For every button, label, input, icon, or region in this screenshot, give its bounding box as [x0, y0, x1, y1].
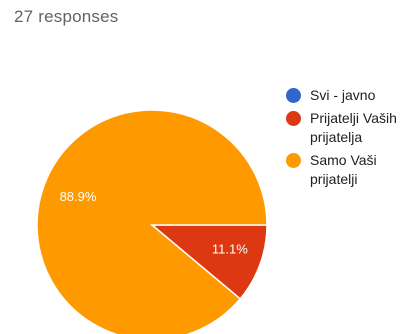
legend-item-samo-vasi-prijatelji[interactable]: Samo Vaši prijatelji: [286, 151, 404, 189]
legend-swatch-red: [286, 111, 301, 126]
pie-labels: 11.1% 88.9%: [60, 189, 249, 256]
legend-item-svi-javno[interactable]: Svi - javno: [286, 86, 404, 105]
legend-label: Svi - javno: [310, 87, 376, 103]
slice-label-3: 88.9%: [60, 189, 97, 204]
pie-slice-3[interactable]: [36, 109, 268, 334]
pie-slice-2[interactable]: [149, 224, 268, 300]
legend-swatch-blue: [286, 88, 301, 103]
legend-item-prijatelji-vasih-prijatelja[interactable]: Prijatelji Vaših prijatelja: [286, 109, 404, 147]
pie-slices: [36, 109, 268, 334]
chart-legend: Svi - javno Prijatelji Vaših prijatelja …: [286, 86, 404, 193]
legend-label: Samo Vaši prijatelji: [310, 152, 377, 187]
legend-label: Prijatelji Vaših prijatelja: [310, 110, 397, 145]
slice-label-2: 11.1%: [212, 241, 248, 256]
response-count: 27 responses: [14, 7, 119, 26]
legend-swatch-orange: [286, 153, 301, 168]
